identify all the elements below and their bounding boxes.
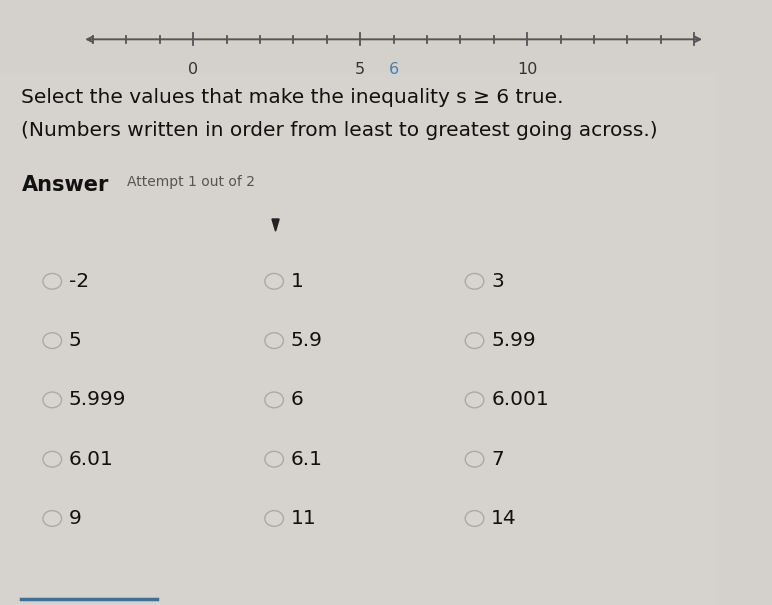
Circle shape	[265, 392, 283, 408]
Circle shape	[466, 511, 484, 526]
Circle shape	[43, 273, 62, 289]
Circle shape	[43, 451, 62, 467]
Circle shape	[265, 511, 283, 526]
Text: 5: 5	[355, 62, 365, 77]
Text: 5: 5	[69, 331, 82, 350]
Circle shape	[43, 511, 62, 526]
Circle shape	[466, 451, 484, 467]
Text: 9: 9	[69, 509, 82, 528]
Text: 1: 1	[291, 272, 303, 291]
Circle shape	[43, 392, 62, 408]
Text: 0: 0	[188, 62, 198, 77]
Text: 6: 6	[291, 390, 303, 410]
Text: 6.001: 6.001	[491, 390, 549, 410]
Text: 6.1: 6.1	[291, 450, 323, 469]
Text: 7: 7	[491, 450, 504, 469]
FancyBboxPatch shape	[0, 73, 716, 605]
Polygon shape	[272, 219, 279, 231]
Circle shape	[466, 333, 484, 348]
Text: Select the values that make the inequality s ≥ 6 true.: Select the values that make the inequali…	[22, 88, 564, 106]
Circle shape	[466, 273, 484, 289]
Text: Answer: Answer	[22, 175, 109, 195]
Circle shape	[43, 333, 62, 348]
Circle shape	[265, 273, 283, 289]
Text: 5.9: 5.9	[291, 331, 323, 350]
Text: 10: 10	[517, 62, 537, 77]
Text: -2: -2	[69, 272, 89, 291]
Text: 5.99: 5.99	[491, 331, 536, 350]
Circle shape	[466, 392, 484, 408]
Text: 5.999: 5.999	[69, 390, 127, 410]
Text: 3: 3	[491, 272, 504, 291]
Text: 6: 6	[388, 62, 398, 77]
Text: 6.01: 6.01	[69, 450, 114, 469]
Text: 14: 14	[491, 509, 517, 528]
Text: (Numbers written in order from least to greatest going across.): (Numbers written in order from least to …	[22, 121, 658, 140]
Text: Attempt 1 out of 2: Attempt 1 out of 2	[127, 175, 256, 189]
Circle shape	[265, 451, 283, 467]
Text: 11: 11	[291, 509, 317, 528]
Circle shape	[265, 333, 283, 348]
